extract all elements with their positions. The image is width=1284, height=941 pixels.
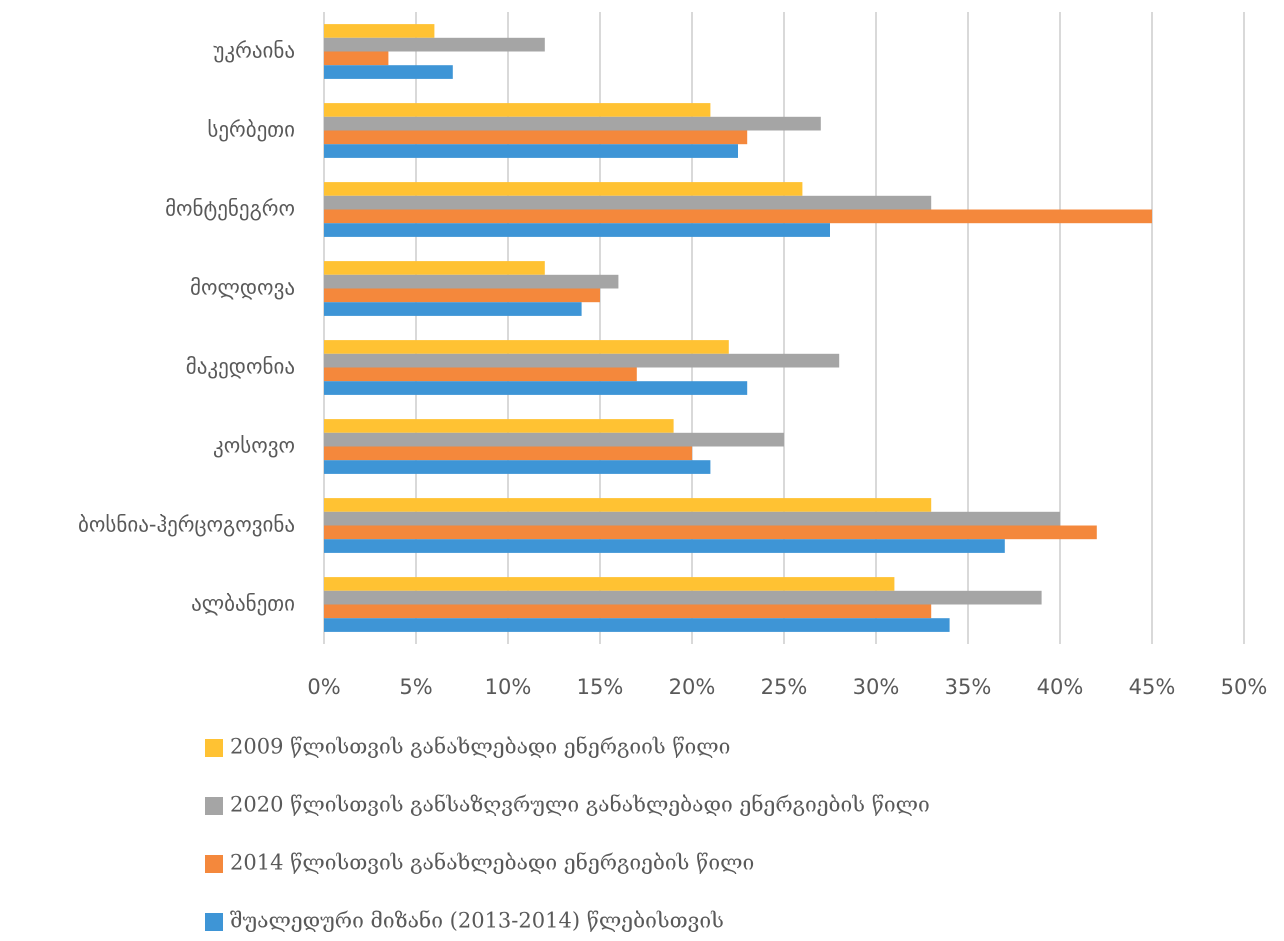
bar: [324, 432, 784, 447]
y-tick-label: უკრაინა: [213, 39, 295, 63]
bar: [324, 446, 692, 461]
bar: [324, 590, 1042, 605]
bar: [324, 460, 711, 474]
bar: [324, 103, 711, 117]
x-tick-label: 15%: [577, 675, 624, 699]
bar: [324, 618, 950, 632]
x-tick-label: 50%: [1221, 675, 1268, 699]
x-tick-label: 0%: [307, 675, 340, 699]
bar: [324, 274, 619, 289]
bar: [324, 51, 389, 66]
x-tick-label: 20%: [669, 675, 716, 699]
legend-label: 2020 წლისთვის განსაზღვრული განახლებადი ე…: [230, 793, 930, 817]
bar: [324, 130, 748, 145]
bar: [324, 539, 1005, 553]
bar: [324, 65, 453, 79]
y-tick-label: მონტენეგრო: [165, 197, 295, 221]
bar: [324, 223, 830, 237]
bar: [324, 353, 840, 368]
bar: [324, 419, 674, 433]
legend-label: 2014 წლისთვის განახლებადი ენერგიების წილ…: [230, 851, 754, 875]
bar: [324, 511, 1060, 526]
bar: [324, 261, 545, 275]
bar: [324, 604, 932, 619]
bar: [324, 367, 637, 382]
bar: [324, 498, 932, 512]
legend-swatch: [205, 739, 223, 757]
y-tick-label: ბოსნია-ჰერცოგოვინა: [78, 513, 295, 537]
y-tick-label: ალბანეთი: [191, 592, 295, 616]
x-tick-label: 30%: [853, 675, 900, 699]
x-tick-label: 5%: [399, 675, 432, 699]
bar: [324, 37, 545, 52]
bar: [324, 116, 821, 131]
legend-label: 2009 წლისთვის განახლებადი ენერგიის წილი: [230, 735, 730, 759]
y-tick-label: კოსოვო: [213, 434, 295, 458]
x-tick-label: 10%: [485, 675, 532, 699]
bar: [324, 209, 1152, 224]
bar: [324, 24, 435, 38]
bar: [324, 525, 1097, 540]
legend-swatch: [205, 797, 223, 815]
bar: [324, 195, 932, 210]
bar: [324, 577, 895, 591]
legend-label: შუალედური მიზანი (2013-2014) წლებისთვის: [230, 909, 724, 933]
bar: [324, 288, 600, 303]
bar: [324, 182, 803, 196]
legend-swatch: [205, 913, 223, 931]
x-tick-label: 40%: [1037, 675, 1084, 699]
x-tick-label: 45%: [1129, 675, 1176, 699]
bar: [324, 302, 582, 316]
y-tick-label: სერბეთი: [207, 118, 295, 142]
y-tick-label: მაკედონია: [186, 355, 295, 379]
x-tick-label: 35%: [945, 675, 992, 699]
bar: [324, 340, 729, 354]
y-tick-label: მოლდოვა: [190, 276, 295, 300]
bar: [324, 144, 738, 158]
bar: [324, 381, 748, 395]
legend-swatch: [205, 855, 223, 873]
x-tick-label: 25%: [761, 675, 808, 699]
